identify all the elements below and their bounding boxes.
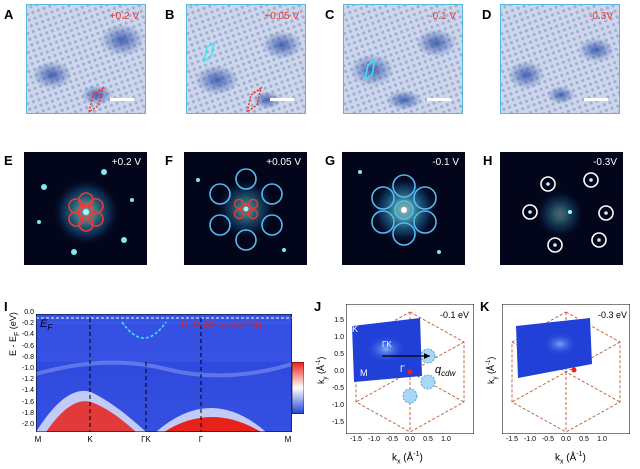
x-tick-label: ΓK [141, 435, 151, 444]
x-tick-label: -1.5 [349, 436, 363, 443]
y-tick-label: -2.0 [21, 421, 34, 428]
m-point-label: M [360, 368, 368, 378]
y-tick-label: 0.0 [24, 309, 34, 316]
unit-cell-marker-cyan [202, 41, 216, 63]
arpes-y-ticks: 0.0 -0.2 -0.4 -0.6 -0.8 -1.0 -1.2 -1.4 -1.6 -1.8 -… [14, 305, 34, 431]
stm-image-c: -0.1 V [343, 4, 463, 114]
y-tick-label: -0.8 [21, 353, 34, 361]
x-tick-label: -0.5 [541, 436, 555, 443]
y-tick-label: -1.4 [21, 387, 34, 395]
panel-label-j: J [314, 299, 322, 314]
bias-label: +0.05 V [266, 157, 301, 168]
y-tick-label: -1.0 [331, 402, 344, 409]
y-tick-label: -1.2 [21, 376, 34, 384]
x-tick-label: M [34, 435, 42, 444]
gamma-point-label: Γ [400, 364, 405, 374]
x-tick-label: 0.0 [561, 436, 571, 443]
panel-label-e: E [4, 153, 13, 168]
bias-label: -0.1 V [429, 11, 456, 22]
stm-image-a: +0.2 V [26, 4, 146, 114]
x-tick-label: Γ [198, 435, 204, 444]
x-tick-label: -0.5 [385, 436, 399, 443]
stm-image-d: -0.3V [500, 4, 620, 114]
x-tick-label: -1.5 [505, 436, 519, 443]
fft-image-g: -0.1 V [342, 152, 465, 265]
panel-label-a: A [4, 7, 14, 22]
bias-label: +0.2 V [111, 157, 141, 168]
fermi-surface-j [346, 304, 474, 434]
bias-label: -0.3V [593, 157, 617, 168]
scale-bar [427, 98, 451, 101]
y-tick-label: -1.6 [21, 398, 34, 406]
arpes-x-ticks: M K ΓK Γ M [34, 435, 292, 447]
x-tick-label: 0.5 [579, 436, 589, 443]
y-tick-label: -0.6 [21, 342, 34, 350]
fft-image-e: +0.2 V [24, 152, 147, 265]
fermi-surface-k [502, 304, 630, 434]
y-tick-label: 1.5 [334, 317, 344, 324]
fermi-j-x-ticks: -1.5 -1.0 -0.5 0.0 0.5 1.0 [346, 436, 474, 448]
fermi-k-x-ticks: -1.5 -1.0 -0.5 0.0 0.5 1.0 [502, 436, 630, 448]
bias-label: +0.05 V [264, 11, 299, 22]
panel-label-c: C [325, 7, 335, 22]
x-tick-label: 1.0 [441, 436, 451, 443]
energy-label: -0.1 eV [440, 310, 470, 320]
k-point-label: K [352, 324, 359, 334]
stm-image-b: +0.05 V [186, 4, 306, 114]
fft-image-h: -0.3V [500, 152, 623, 265]
panel-label-k: K [480, 299, 490, 314]
sample-label: 1L-MoS2 on Au(111) [180, 320, 262, 330]
x-tick-label: -1.0 [523, 436, 537, 443]
y-tick-label: 1.0 [334, 334, 344, 341]
energy-label: -0.3 eV [598, 310, 628, 320]
y-tick-label: 0.5 [334, 351, 344, 358]
scale-bar [270, 98, 294, 101]
fermi-k-x-axis-label: kx (Å-1) [555, 451, 586, 466]
x-tick-label: 0.0 [405, 436, 415, 443]
gamma-k-point-label: ΓK [382, 340, 392, 349]
fft-image-f: +0.05 V [184, 152, 307, 265]
y-tick-label: -0.4 [21, 331, 34, 339]
panel-label-f: F [165, 153, 173, 168]
panel-label-d: D [482, 7, 492, 22]
y-tick-label: -1.0 [21, 365, 34, 372]
fermi-level-label: EF [40, 318, 53, 333]
fermi-k-y-axis-label: ky (Å-1) [486, 356, 499, 384]
color-scale-bar [292, 362, 304, 414]
x-tick-label: 0.5 [423, 436, 433, 443]
scale-bar [584, 98, 608, 101]
unit-cell-marker-cyan [363, 58, 377, 81]
fermi-j-y-ticks: 1.5 1.0 0.5 0.0 -0.5 -1.0 -1.5 [326, 305, 344, 435]
fermi-j-x-axis-label: kx (Å-1) [392, 451, 423, 466]
panel-label-g: G [325, 153, 336, 168]
y-tick-label: 0.0 [334, 368, 344, 375]
bias-label: -0.3V [589, 11, 613, 22]
arpes-spectrum [36, 314, 292, 432]
x-tick-label: 1.0 [597, 436, 607, 443]
bias-label: -0.1 V [432, 157, 459, 168]
y-tick-label: -0.2 [21, 320, 34, 328]
bias-label: +0.2 V [109, 11, 139, 22]
unit-cell-marker [245, 86, 263, 113]
y-tick-label: -1.8 [21, 409, 34, 417]
panel-label-h: H [483, 153, 493, 168]
unit-cell-marker [87, 86, 105, 113]
x-tick-label: -1.0 [367, 436, 381, 443]
scale-bar [110, 98, 134, 101]
cdw-vector-label: qcdw [435, 364, 456, 379]
y-tick-label: -0.5 [331, 385, 344, 392]
x-tick-label: K [87, 435, 93, 444]
y-tick-label: -1.5 [331, 419, 344, 426]
panel-label-b: B [165, 7, 175, 22]
x-tick-label: M [284, 435, 292, 444]
panel-label-i: I [4, 299, 8, 314]
